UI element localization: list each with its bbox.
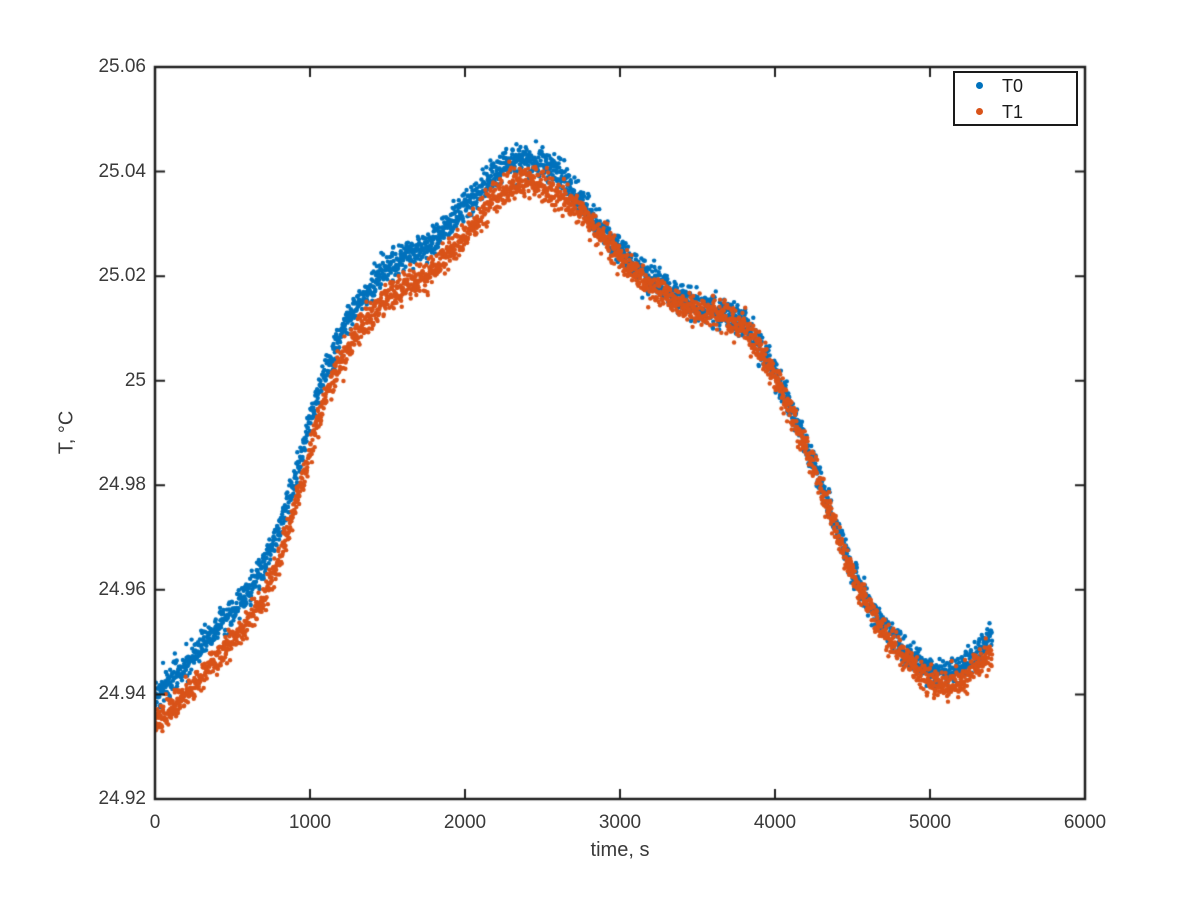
legend-marker-t0-icon xyxy=(976,82,983,89)
x-tick-label: 2000 xyxy=(443,812,487,833)
y-tick-label: 24.96 xyxy=(98,578,146,600)
legend-label-t1: T1 xyxy=(1002,101,1024,122)
x-tick-label: 5000 xyxy=(908,812,952,833)
x-tick-label: 6000 xyxy=(1063,812,1107,833)
y-tick-label: 25 xyxy=(124,369,146,391)
legend-marker-t1-icon xyxy=(976,108,983,115)
legend: T0 T1 xyxy=(953,71,1078,126)
y-tick-label: 25.06 xyxy=(98,56,146,77)
x-tick-label: 4000 xyxy=(753,812,797,833)
y-tick-label: 25.04 xyxy=(98,160,146,182)
y-tick-label: 25.02 xyxy=(98,265,146,287)
x-tick-label: 3000 xyxy=(598,812,642,833)
x-tick-label: 0 xyxy=(149,812,161,833)
y-tick-label: 24.94 xyxy=(98,683,146,705)
y-tick-label: 24.98 xyxy=(98,474,146,496)
x-tick-label: 1000 xyxy=(288,812,332,833)
x-axis-label: time, s xyxy=(590,839,650,861)
legend-item-t1: T1 xyxy=(955,101,1076,123)
legend-item-t0: T0 xyxy=(955,75,1076,97)
y-tick-label: 24.92 xyxy=(98,788,146,809)
legend-label-t0: T0 xyxy=(1002,75,1024,96)
y-axis-label: T, °C xyxy=(55,410,78,455)
